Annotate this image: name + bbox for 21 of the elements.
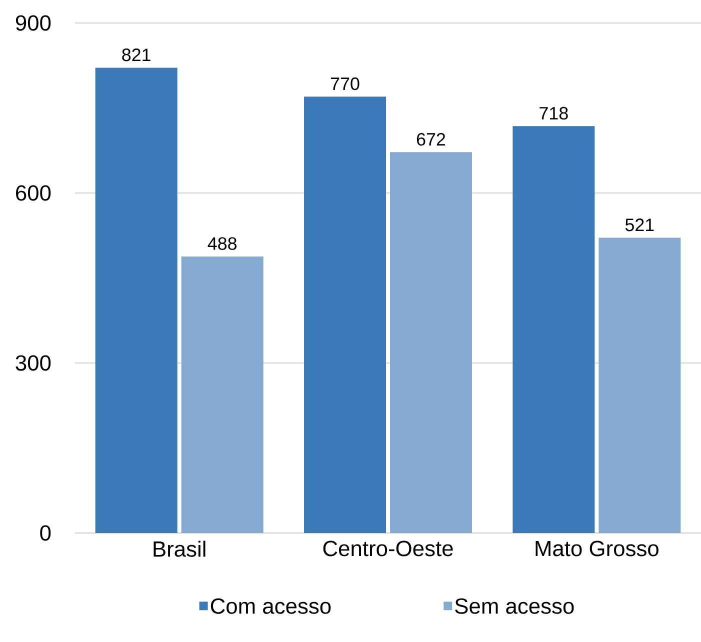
y-tick-label: 0 bbox=[40, 525, 51, 541]
data-label: 521 bbox=[625, 218, 654, 232]
x-tick-label: Brasil bbox=[154, 540, 206, 557]
y-tick-label: 900 bbox=[16, 15, 51, 31]
legend-label: Com acesso bbox=[210, 598, 331, 614]
data-label: 672 bbox=[416, 132, 446, 146]
bar bbox=[181, 256, 264, 533]
legend-label: Sem acesso bbox=[455, 598, 574, 614]
bar bbox=[598, 238, 681, 533]
bar bbox=[390, 152, 472, 533]
x-tick-label: Centro-Oeste bbox=[323, 540, 453, 556]
y-tick-label: 300 bbox=[16, 355, 51, 371]
bar bbox=[304, 96, 386, 533]
bar bbox=[512, 126, 595, 533]
x-tick-label: Mato Grosso bbox=[536, 540, 658, 556]
data-label: 821 bbox=[122, 48, 150, 62]
y-tick-label: 600 bbox=[16, 185, 51, 201]
data-label: 488 bbox=[208, 237, 237, 250]
bar bbox=[95, 68, 178, 533]
data-label: 718 bbox=[540, 106, 568, 120]
data-label: 770 bbox=[330, 77, 360, 90]
